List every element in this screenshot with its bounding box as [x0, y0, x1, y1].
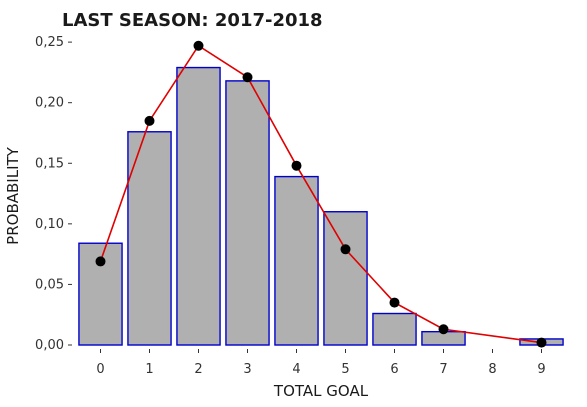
x-tick-label: 8: [488, 362, 496, 377]
y-axis-label: PROBABILITY: [4, 146, 22, 244]
bar: [78, 242, 123, 346]
series-point: [536, 337, 547, 348]
bar: [127, 131, 172, 346]
y-tick-label: 0,20: [35, 96, 64, 111]
x-tick-label: 4: [292, 362, 300, 377]
y-tick-label: 0,05: [35, 277, 64, 292]
bar: [323, 211, 368, 346]
chart-title: LAST SEASON: 2017-2018: [62, 10, 323, 31]
series-point: [193, 40, 204, 51]
series-point: [242, 72, 253, 83]
x-tick-label: 5: [341, 362, 349, 377]
series-point: [438, 324, 449, 335]
y-tick-label: 0,15: [35, 156, 64, 171]
bar: [225, 80, 270, 346]
y-axis: 0,00 0,05 0,10 0,15 0,20 0,25: [35, 35, 72, 353]
x-tick-label: 9: [537, 362, 545, 377]
line-series: [95, 40, 547, 348]
x-tick-label: 0: [96, 362, 104, 377]
series-point: [340, 244, 351, 255]
y-tick-label: 0,25: [35, 35, 64, 50]
x-axis: 0 1 2 3 4 5 6 7 8 9: [96, 349, 546, 377]
y-tick-label: 0,10: [35, 217, 64, 232]
bar: [176, 66, 221, 346]
bars: [78, 66, 564, 346]
x-tick-label: 2: [194, 362, 202, 377]
x-tick-label: 1: [145, 362, 153, 377]
series-point: [95, 256, 106, 267]
y-tick-label: 0,00: [35, 338, 64, 353]
x-tick-label: 6: [390, 362, 398, 377]
series-point: [144, 115, 155, 126]
x-tick-label: 3: [243, 362, 251, 377]
series-point: [291, 160, 302, 171]
x-tick-label: 7: [439, 362, 447, 377]
x-axis-label: TOTAL GOAL: [273, 382, 369, 400]
bar: [274, 175, 319, 346]
bar: [372, 312, 417, 346]
series-point: [389, 297, 400, 308]
